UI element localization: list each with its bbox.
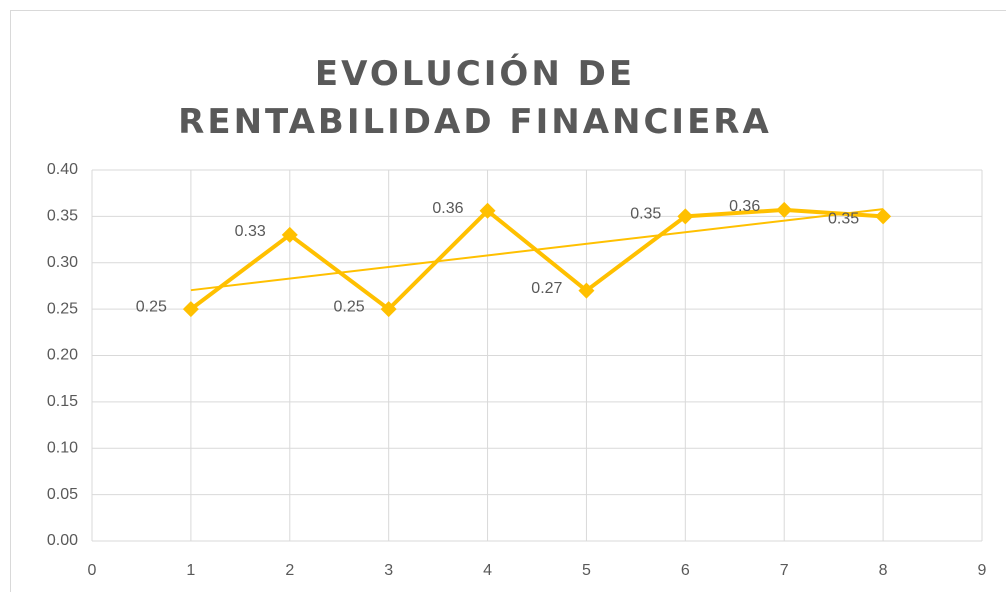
- marker: [677, 208, 694, 225]
- data-label: 0.27: [531, 280, 562, 297]
- data-label: 0.25: [334, 298, 365, 315]
- y-tick-label: 0.10: [47, 439, 78, 456]
- marker: [479, 202, 496, 219]
- marker: [875, 208, 892, 225]
- y-tick-label: 0.35: [47, 208, 78, 225]
- marker: [776, 201, 793, 218]
- x-tick-label: 4: [483, 562, 492, 579]
- data-label: 0.36: [729, 198, 760, 215]
- data-label: 0.35: [828, 211, 859, 228]
- data-label: 0.36: [432, 200, 463, 217]
- x-tick-label: 6: [681, 562, 690, 579]
- y-tick-label: 0.05: [47, 486, 78, 503]
- chart-title: EVOLUCIÓN DE RENTABILIDAD FINANCIERA: [178, 54, 772, 142]
- y-tick-label: 0.20: [47, 347, 78, 364]
- x-tick-label: 2: [285, 562, 294, 579]
- chart-border: [10, 10, 1006, 592]
- marker: [380, 301, 397, 318]
- y-tick-label: 0.30: [47, 254, 78, 271]
- x-tick-label: 9: [978, 562, 987, 579]
- y-tick-label: 0.15: [47, 393, 78, 410]
- x-tick-label: 5: [582, 562, 591, 579]
- x-tick-label: 7: [780, 562, 789, 579]
- data-label: 0.25: [136, 298, 167, 315]
- data-label: 0.33: [235, 223, 266, 240]
- marker: [578, 282, 595, 299]
- y-tick-label: 0.25: [47, 300, 78, 317]
- x-tick-label: 8: [879, 562, 888, 579]
- y-tick-label: 0.00: [47, 532, 78, 549]
- marker: [182, 301, 199, 318]
- marker: [281, 226, 298, 243]
- y-tick-label: 0.40: [47, 161, 78, 178]
- series-line: [189, 207, 884, 312]
- x-tick-label: 1: [186, 562, 195, 579]
- data-label: 0.35: [630, 206, 661, 223]
- x-tick-label: 3: [384, 562, 393, 579]
- x-tick-label: 0: [88, 562, 97, 579]
